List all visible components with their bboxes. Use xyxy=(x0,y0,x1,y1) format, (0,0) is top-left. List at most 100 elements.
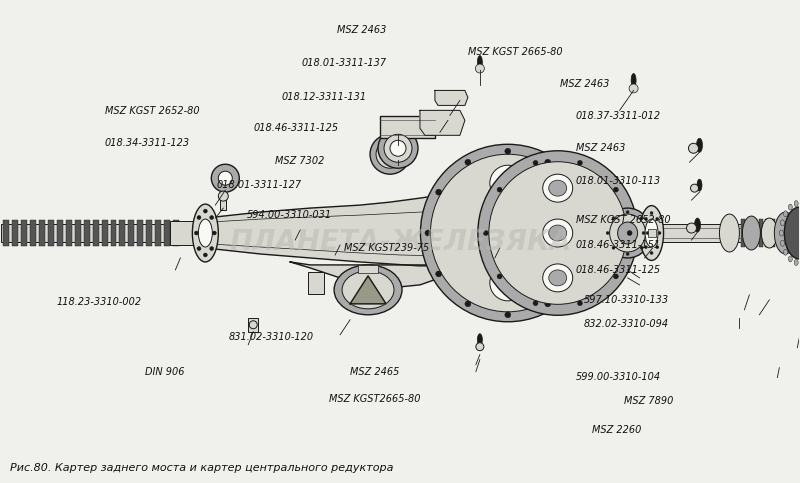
Ellipse shape xyxy=(650,252,653,255)
Ellipse shape xyxy=(658,231,661,235)
Ellipse shape xyxy=(794,259,798,266)
Ellipse shape xyxy=(370,134,410,174)
Ellipse shape xyxy=(465,301,471,307)
Ellipse shape xyxy=(606,231,609,235)
FancyBboxPatch shape xyxy=(57,220,62,246)
Ellipse shape xyxy=(631,73,636,87)
Ellipse shape xyxy=(686,223,697,233)
FancyBboxPatch shape xyxy=(790,219,794,247)
FancyBboxPatch shape xyxy=(742,219,746,247)
FancyBboxPatch shape xyxy=(766,219,770,247)
FancyBboxPatch shape xyxy=(2,220,9,246)
Ellipse shape xyxy=(781,240,785,246)
Text: MSZ KGST2665-80: MSZ KGST2665-80 xyxy=(329,395,420,404)
Ellipse shape xyxy=(612,217,615,220)
Text: 831.02-3310-120: 831.02-3310-120 xyxy=(228,332,314,342)
Ellipse shape xyxy=(212,231,216,235)
Ellipse shape xyxy=(505,312,511,318)
Ellipse shape xyxy=(533,301,538,306)
Text: Рис.80. Картер заднего моста и картер центрального редуктора: Рис.80. Картер заднего моста и картер це… xyxy=(10,463,394,473)
FancyBboxPatch shape xyxy=(754,219,758,247)
Ellipse shape xyxy=(794,200,798,207)
Text: 599.00-3310-104: 599.00-3310-104 xyxy=(576,372,661,383)
Ellipse shape xyxy=(533,160,538,165)
Ellipse shape xyxy=(203,253,207,257)
Ellipse shape xyxy=(250,321,258,329)
Ellipse shape xyxy=(604,208,651,258)
Text: 018.01-3311-127: 018.01-3311-127 xyxy=(216,180,302,190)
Ellipse shape xyxy=(640,246,643,249)
Ellipse shape xyxy=(585,230,590,236)
Ellipse shape xyxy=(421,144,595,322)
Text: MSZ 2463: MSZ 2463 xyxy=(337,25,386,35)
Ellipse shape xyxy=(384,134,412,162)
FancyBboxPatch shape xyxy=(170,221,198,245)
Ellipse shape xyxy=(218,191,228,201)
Ellipse shape xyxy=(645,219,658,247)
Ellipse shape xyxy=(197,215,201,219)
Ellipse shape xyxy=(376,140,404,168)
Ellipse shape xyxy=(656,246,658,249)
Ellipse shape xyxy=(618,222,638,244)
Ellipse shape xyxy=(784,207,800,259)
Ellipse shape xyxy=(490,265,526,301)
Ellipse shape xyxy=(476,343,484,351)
Ellipse shape xyxy=(436,271,442,277)
Text: MSZ 2465: MSZ 2465 xyxy=(350,368,399,378)
FancyBboxPatch shape xyxy=(778,219,782,247)
Ellipse shape xyxy=(390,140,406,156)
Ellipse shape xyxy=(505,148,511,154)
Ellipse shape xyxy=(218,171,232,185)
Polygon shape xyxy=(290,262,445,287)
FancyBboxPatch shape xyxy=(74,220,81,246)
FancyBboxPatch shape xyxy=(308,272,324,294)
FancyBboxPatch shape xyxy=(119,220,126,246)
Ellipse shape xyxy=(198,219,212,247)
Polygon shape xyxy=(435,90,468,105)
Ellipse shape xyxy=(342,271,394,309)
FancyBboxPatch shape xyxy=(174,220,179,246)
Ellipse shape xyxy=(694,218,701,232)
Ellipse shape xyxy=(629,84,638,93)
Ellipse shape xyxy=(475,64,484,73)
FancyBboxPatch shape xyxy=(83,220,90,246)
FancyBboxPatch shape xyxy=(48,220,54,246)
Ellipse shape xyxy=(425,230,431,236)
Ellipse shape xyxy=(497,187,502,192)
FancyBboxPatch shape xyxy=(220,195,226,210)
Ellipse shape xyxy=(610,214,646,252)
Ellipse shape xyxy=(197,246,201,251)
FancyBboxPatch shape xyxy=(129,220,134,246)
Ellipse shape xyxy=(211,164,239,192)
FancyBboxPatch shape xyxy=(1,224,200,242)
Ellipse shape xyxy=(690,184,698,192)
Ellipse shape xyxy=(578,160,582,165)
Text: ПЛАНЕТА-ЖЕЛЕЗЯКА: ПЛАНЕТА-ЖЕЛЕЗЯКА xyxy=(229,228,571,256)
FancyBboxPatch shape xyxy=(783,219,787,247)
FancyBboxPatch shape xyxy=(380,116,435,138)
Ellipse shape xyxy=(430,154,585,312)
Ellipse shape xyxy=(378,128,418,168)
Text: MSZ KGST239-75: MSZ KGST239-75 xyxy=(344,243,430,253)
Ellipse shape xyxy=(542,174,573,202)
Ellipse shape xyxy=(779,230,783,236)
Ellipse shape xyxy=(646,231,649,235)
Ellipse shape xyxy=(490,215,526,251)
Ellipse shape xyxy=(614,274,618,279)
Ellipse shape xyxy=(549,225,566,241)
Text: 018.46-3311-125: 018.46-3311-125 xyxy=(254,123,338,133)
Text: 018.01-3311-137: 018.01-3311-137 xyxy=(302,58,386,68)
Ellipse shape xyxy=(689,143,698,153)
Text: 594.00-3310-031: 594.00-3310-031 xyxy=(246,210,332,220)
Text: 018.12-3311-131: 018.12-3311-131 xyxy=(282,92,366,102)
Ellipse shape xyxy=(545,159,550,165)
Ellipse shape xyxy=(578,301,582,306)
Ellipse shape xyxy=(436,189,442,195)
Ellipse shape xyxy=(489,162,626,304)
Text: DIN 906: DIN 906 xyxy=(145,368,184,378)
Ellipse shape xyxy=(497,274,502,279)
FancyBboxPatch shape xyxy=(771,219,775,247)
FancyBboxPatch shape xyxy=(110,220,117,246)
Ellipse shape xyxy=(574,271,580,277)
FancyBboxPatch shape xyxy=(759,219,763,247)
